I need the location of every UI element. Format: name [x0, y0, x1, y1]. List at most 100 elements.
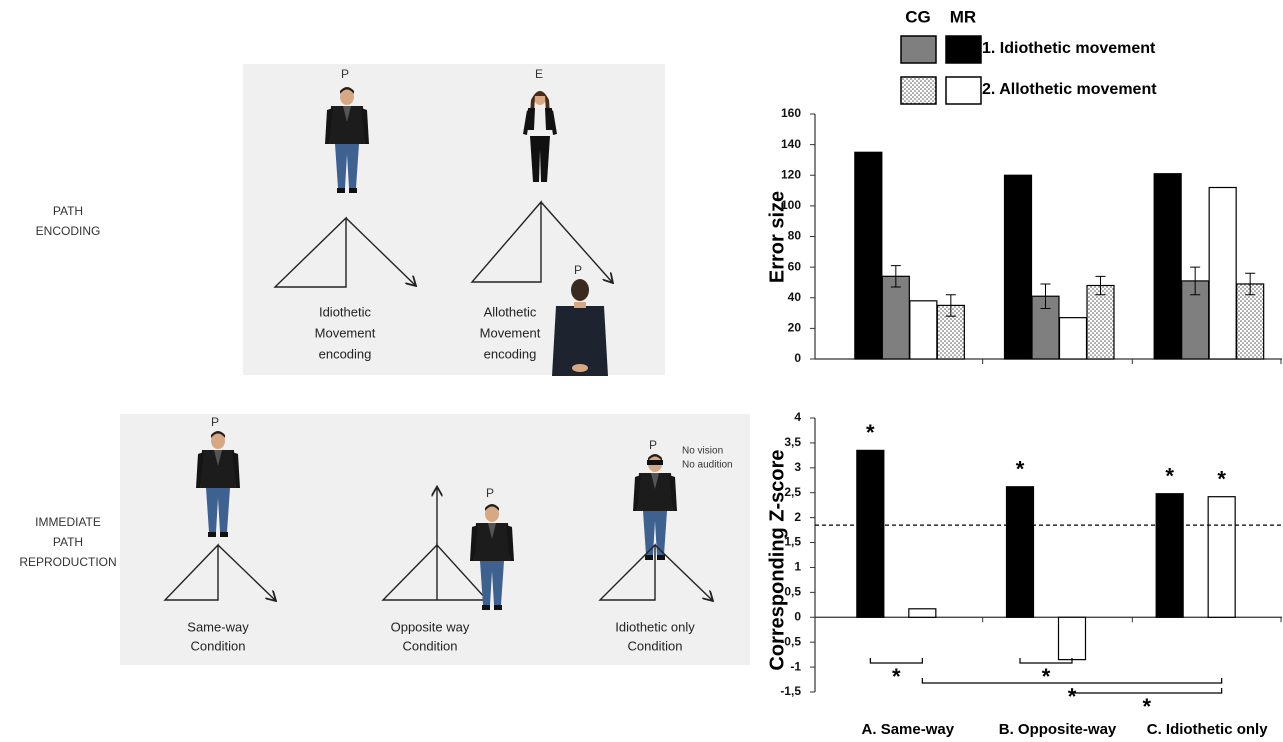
bar: [1003, 174, 1033, 360]
y-tick-label: 0: [794, 351, 801, 365]
row-label: ENCODING: [36, 224, 101, 238]
bar: [908, 608, 937, 618]
path-arrow: [654, 544, 712, 600]
error-bar: [945, 294, 956, 317]
y-tick-label: -1: [790, 659, 801, 673]
bar: [1153, 173, 1182, 360]
bar: [1236, 283, 1265, 360]
legend-label: 1. Idiothetic movement: [982, 40, 1156, 57]
y-tick-label: 1,5: [784, 535, 801, 549]
bar: [1207, 496, 1236, 618]
legend-header: MR: [950, 7, 976, 26]
y-tick-label: 3,5: [784, 435, 801, 449]
agent-label: P: [341, 67, 349, 81]
y-tick-label: -0,5: [780, 634, 801, 648]
significance-marker: *: [1016, 457, 1025, 482]
bar: [1058, 317, 1088, 360]
significance-marker: *: [866, 420, 875, 445]
bar: [1155, 493, 1184, 618]
y-tick-label: 60: [788, 259, 802, 273]
note: No audition: [682, 460, 733, 471]
comparison-bracket: [1019, 658, 1073, 664]
error-bar: [1040, 283, 1051, 309]
y-axis-title: Corresponding Z-score: [766, 449, 788, 670]
y-tick-label: 160: [781, 106, 801, 120]
comparison-bracket: [1071, 688, 1223, 694]
caption: Condition: [191, 638, 246, 653]
error-bar: [1095, 275, 1106, 296]
agent-label: P: [211, 415, 219, 429]
agent-label: P: [574, 263, 582, 277]
legend-swatch: [900, 76, 937, 105]
agent-label: E: [535, 67, 543, 81]
bar: [881, 275, 910, 360]
x-tick-label: A. Same-way: [862, 721, 955, 738]
y-tick-label: 40: [788, 290, 802, 304]
caption: encoding: [484, 346, 537, 361]
comparison-bracket: [869, 658, 923, 664]
y-tick-label: 80: [788, 229, 802, 243]
path-arrow: [217, 544, 275, 600]
agent-label: P: [649, 438, 657, 452]
caption: Opposite way: [391, 619, 470, 634]
caption: Movement: [315, 325, 376, 340]
caption: Allothetic: [484, 304, 537, 319]
significance-marker: *: [1217, 467, 1226, 492]
y-tick-label: 1: [794, 560, 801, 574]
note: No vision: [682, 446, 723, 457]
significance-marker: *: [1068, 684, 1077, 709]
significance-marker: *: [1042, 664, 1051, 689]
comparison-bracket: [921, 678, 1223, 684]
bar: [1086, 284, 1115, 360]
bar: [854, 151, 883, 360]
row-label: PATH: [53, 204, 83, 218]
y-tick-label: 0: [794, 609, 801, 623]
agent-label: P: [486, 486, 494, 500]
bar: [1208, 186, 1237, 360]
error-bar: [1245, 272, 1256, 296]
path-arrow: [540, 201, 612, 282]
bar: [909, 300, 938, 360]
path-shape: [598, 543, 656, 601]
bar: [856, 449, 885, 618]
y-tick-label: 100: [781, 198, 801, 212]
legend-swatch: [945, 35, 982, 64]
diagram: PATH ENCODING IMMEDIATE PATH REPRODUCTIO…: [19, 64, 750, 665]
caption: Idiothetic only: [615, 619, 695, 634]
significance-marker: *: [892, 664, 901, 689]
blindfold: [647, 460, 663, 465]
x-tick-label: C. Idiothetic only: [1147, 721, 1268, 738]
row-label: IMMEDIATE: [35, 515, 101, 529]
bar: [1005, 486, 1035, 618]
row-label: REPRODUCTION: [19, 555, 116, 569]
legend-header: CG: [905, 7, 931, 26]
y-tick-label: 4: [794, 410, 801, 424]
error-bar: [1190, 266, 1201, 296]
significance-marker: *: [1143, 694, 1152, 719]
path-arrow: [345, 217, 415, 285]
path-shape: [381, 543, 489, 601]
legend-label: 2. Allothetic movement: [982, 81, 1157, 98]
caption: Movement: [480, 325, 541, 340]
x-tick-label: B. Opposite-way: [999, 721, 1117, 738]
caption: Idiothetic: [319, 304, 372, 319]
y-axis-title: Error size: [766, 191, 788, 283]
path-shape: [273, 216, 347, 288]
y-tick-label: 3: [794, 460, 801, 474]
path-shape: [470, 200, 542, 283]
y-tick-label: 2,5: [784, 485, 801, 499]
y-tick-label: 120: [781, 167, 801, 181]
caption: Condition: [403, 638, 458, 653]
bar: [1031, 295, 1060, 360]
legend-swatch: [900, 35, 937, 64]
error-bar: [890, 265, 901, 288]
caption: encoding: [319, 346, 372, 361]
row-label: PATH: [53, 535, 83, 549]
charts: CG MR 1. Idiothetic movement 2. Allothetic …: [780, 7, 1282, 738]
caption: Same-way: [187, 619, 249, 634]
y-tick-label: -1,5: [780, 684, 801, 698]
y-tick-label: 2: [794, 510, 801, 524]
y-tick-label: 0,5: [784, 585, 801, 599]
caption: Condition: [628, 638, 683, 653]
